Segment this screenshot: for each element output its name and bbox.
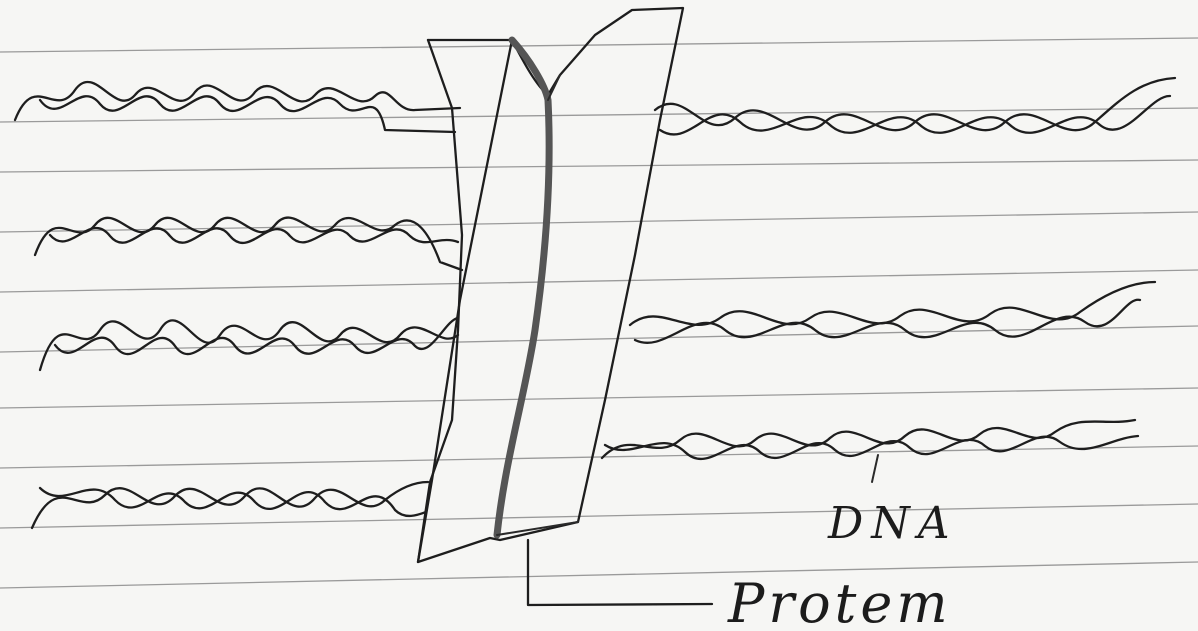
protein-bar [416,6,685,564]
rule-line [0,387,1198,409]
dna-strand-left-3 [38,316,460,372]
protein-core-strand [493,36,553,539]
rule-line [0,107,1198,123]
rule-line [0,37,1198,53]
dna-label: DNA [827,498,958,549]
protein-label: Protem [727,572,952,631]
dna-strand-right-2 [628,280,1157,344]
rule-line [0,503,1198,529]
dna-strand-left-4 [30,480,430,530]
rule-line [0,561,1198,589]
ruled-lines [0,37,1198,589]
protein-leader-line [526,538,714,607]
rule-line [0,159,1198,173]
rule-line [0,445,1198,469]
dna-strand-left-2 [33,216,464,272]
rule-line [0,269,1198,293]
rule-line [0,325,1198,353]
dna-strand-left-1 [13,81,462,134]
dna-strand-right-3 [600,418,1140,483]
dna-strand-right-1 [653,76,1177,136]
rule-line [0,211,1198,233]
